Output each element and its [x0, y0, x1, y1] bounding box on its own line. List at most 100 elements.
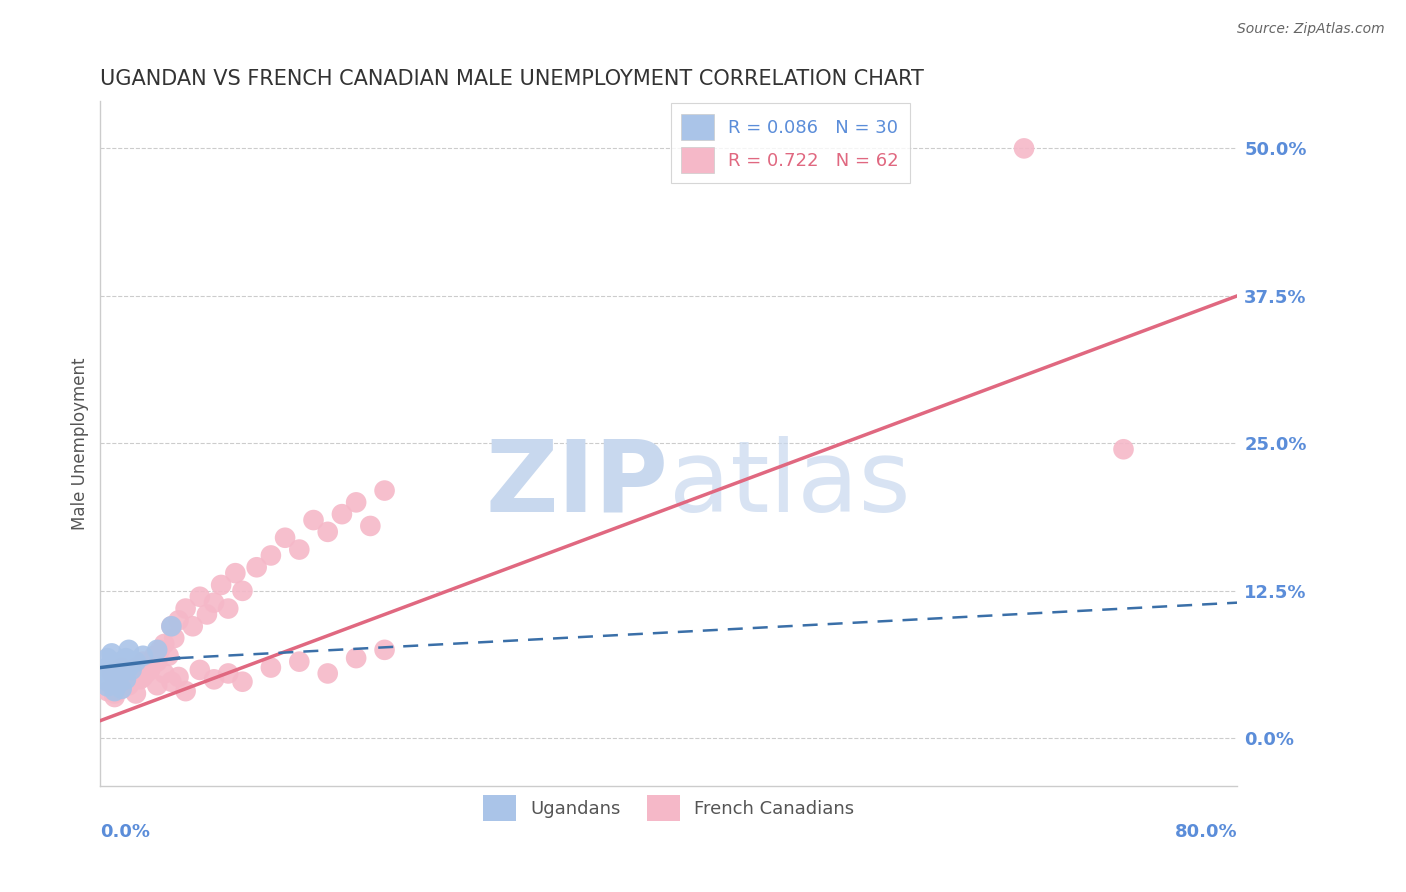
Point: [195, 607, 218, 622]
Point: [146, 678, 169, 692]
Point: [146, 643, 169, 657]
Point: [111, 681, 134, 696]
Point: [121, 666, 143, 681]
Point: [135, 666, 157, 681]
Point: [224, 566, 246, 581]
Point: [231, 674, 253, 689]
Point: [1012, 141, 1035, 155]
Point: [188, 663, 211, 677]
Point: [107, 678, 129, 692]
Point: [359, 519, 381, 533]
Point: [163, 631, 186, 645]
Point: [103, 690, 125, 704]
Point: [260, 549, 283, 563]
Point: [153, 666, 176, 681]
Point: [132, 670, 155, 684]
Point: [374, 643, 396, 657]
Point: [115, 673, 138, 687]
Point: [167, 613, 190, 627]
Point: [374, 483, 396, 498]
Point: [246, 560, 269, 574]
Text: ZIP: ZIP: [486, 436, 669, 533]
Point: [107, 674, 129, 689]
Point: [316, 666, 339, 681]
Point: [96, 666, 118, 681]
Point: [160, 674, 183, 689]
Point: [121, 663, 143, 677]
Point: [181, 619, 204, 633]
Point: [103, 684, 125, 698]
Text: UGANDAN VS FRENCH CANADIAN MALE UNEMPLOYMENT CORRELATION CHART: UGANDAN VS FRENCH CANADIAN MALE UNEMPLOY…: [100, 69, 924, 88]
Text: 0.0%: 0.0%: [100, 823, 150, 841]
Point: [107, 663, 129, 677]
Text: Source: ZipAtlas.com: Source: ZipAtlas.com: [1237, 22, 1385, 37]
Point: [107, 658, 129, 673]
Point: [288, 542, 311, 557]
Point: [100, 666, 122, 681]
Point: [132, 648, 155, 663]
Point: [160, 619, 183, 633]
Legend: Ugandans, French Canadians: Ugandans, French Canadians: [475, 788, 862, 828]
Point: [167, 670, 190, 684]
Point: [96, 674, 118, 689]
Point: [96, 680, 118, 694]
Point: [111, 655, 134, 669]
Point: [96, 684, 118, 698]
Point: [103, 660, 125, 674]
Point: [100, 647, 122, 661]
Point: [96, 660, 118, 674]
Point: [288, 655, 311, 669]
Point: [129, 673, 152, 687]
Point: [344, 651, 367, 665]
Point: [111, 666, 134, 681]
Point: [139, 663, 162, 677]
Point: [149, 643, 172, 657]
Point: [96, 651, 118, 665]
Point: [217, 666, 239, 681]
Point: [125, 655, 148, 669]
Point: [146, 655, 169, 669]
Point: [118, 643, 141, 657]
Point: [100, 663, 122, 677]
Point: [100, 670, 122, 684]
Point: [125, 660, 148, 674]
Point: [302, 513, 325, 527]
Point: [188, 590, 211, 604]
Point: [231, 583, 253, 598]
Point: [344, 495, 367, 509]
Point: [202, 673, 225, 687]
Point: [274, 531, 297, 545]
Point: [103, 666, 125, 681]
Point: [132, 655, 155, 669]
Y-axis label: Male Unemployment: Male Unemployment: [72, 357, 89, 530]
Point: [143, 648, 166, 663]
Point: [1112, 442, 1135, 457]
Point: [217, 601, 239, 615]
Point: [202, 596, 225, 610]
Point: [111, 660, 134, 674]
Point: [100, 658, 122, 673]
Point: [157, 648, 180, 663]
Point: [174, 684, 197, 698]
Text: 80.0%: 80.0%: [1174, 823, 1237, 841]
Point: [160, 619, 183, 633]
Point: [125, 686, 148, 700]
Point: [260, 660, 283, 674]
Point: [100, 655, 122, 669]
Point: [111, 681, 134, 696]
Point: [174, 601, 197, 615]
Text: atlas: atlas: [669, 436, 911, 533]
Point: [118, 678, 141, 692]
Point: [330, 507, 353, 521]
Point: [103, 686, 125, 700]
Point: [115, 651, 138, 665]
Point: [115, 673, 138, 687]
Point: [316, 524, 339, 539]
Point: [153, 637, 176, 651]
Point: [118, 660, 141, 674]
Point: [209, 578, 232, 592]
Point: [103, 678, 125, 692]
Point: [139, 660, 162, 674]
Point: [118, 674, 141, 689]
Point: [103, 673, 125, 687]
